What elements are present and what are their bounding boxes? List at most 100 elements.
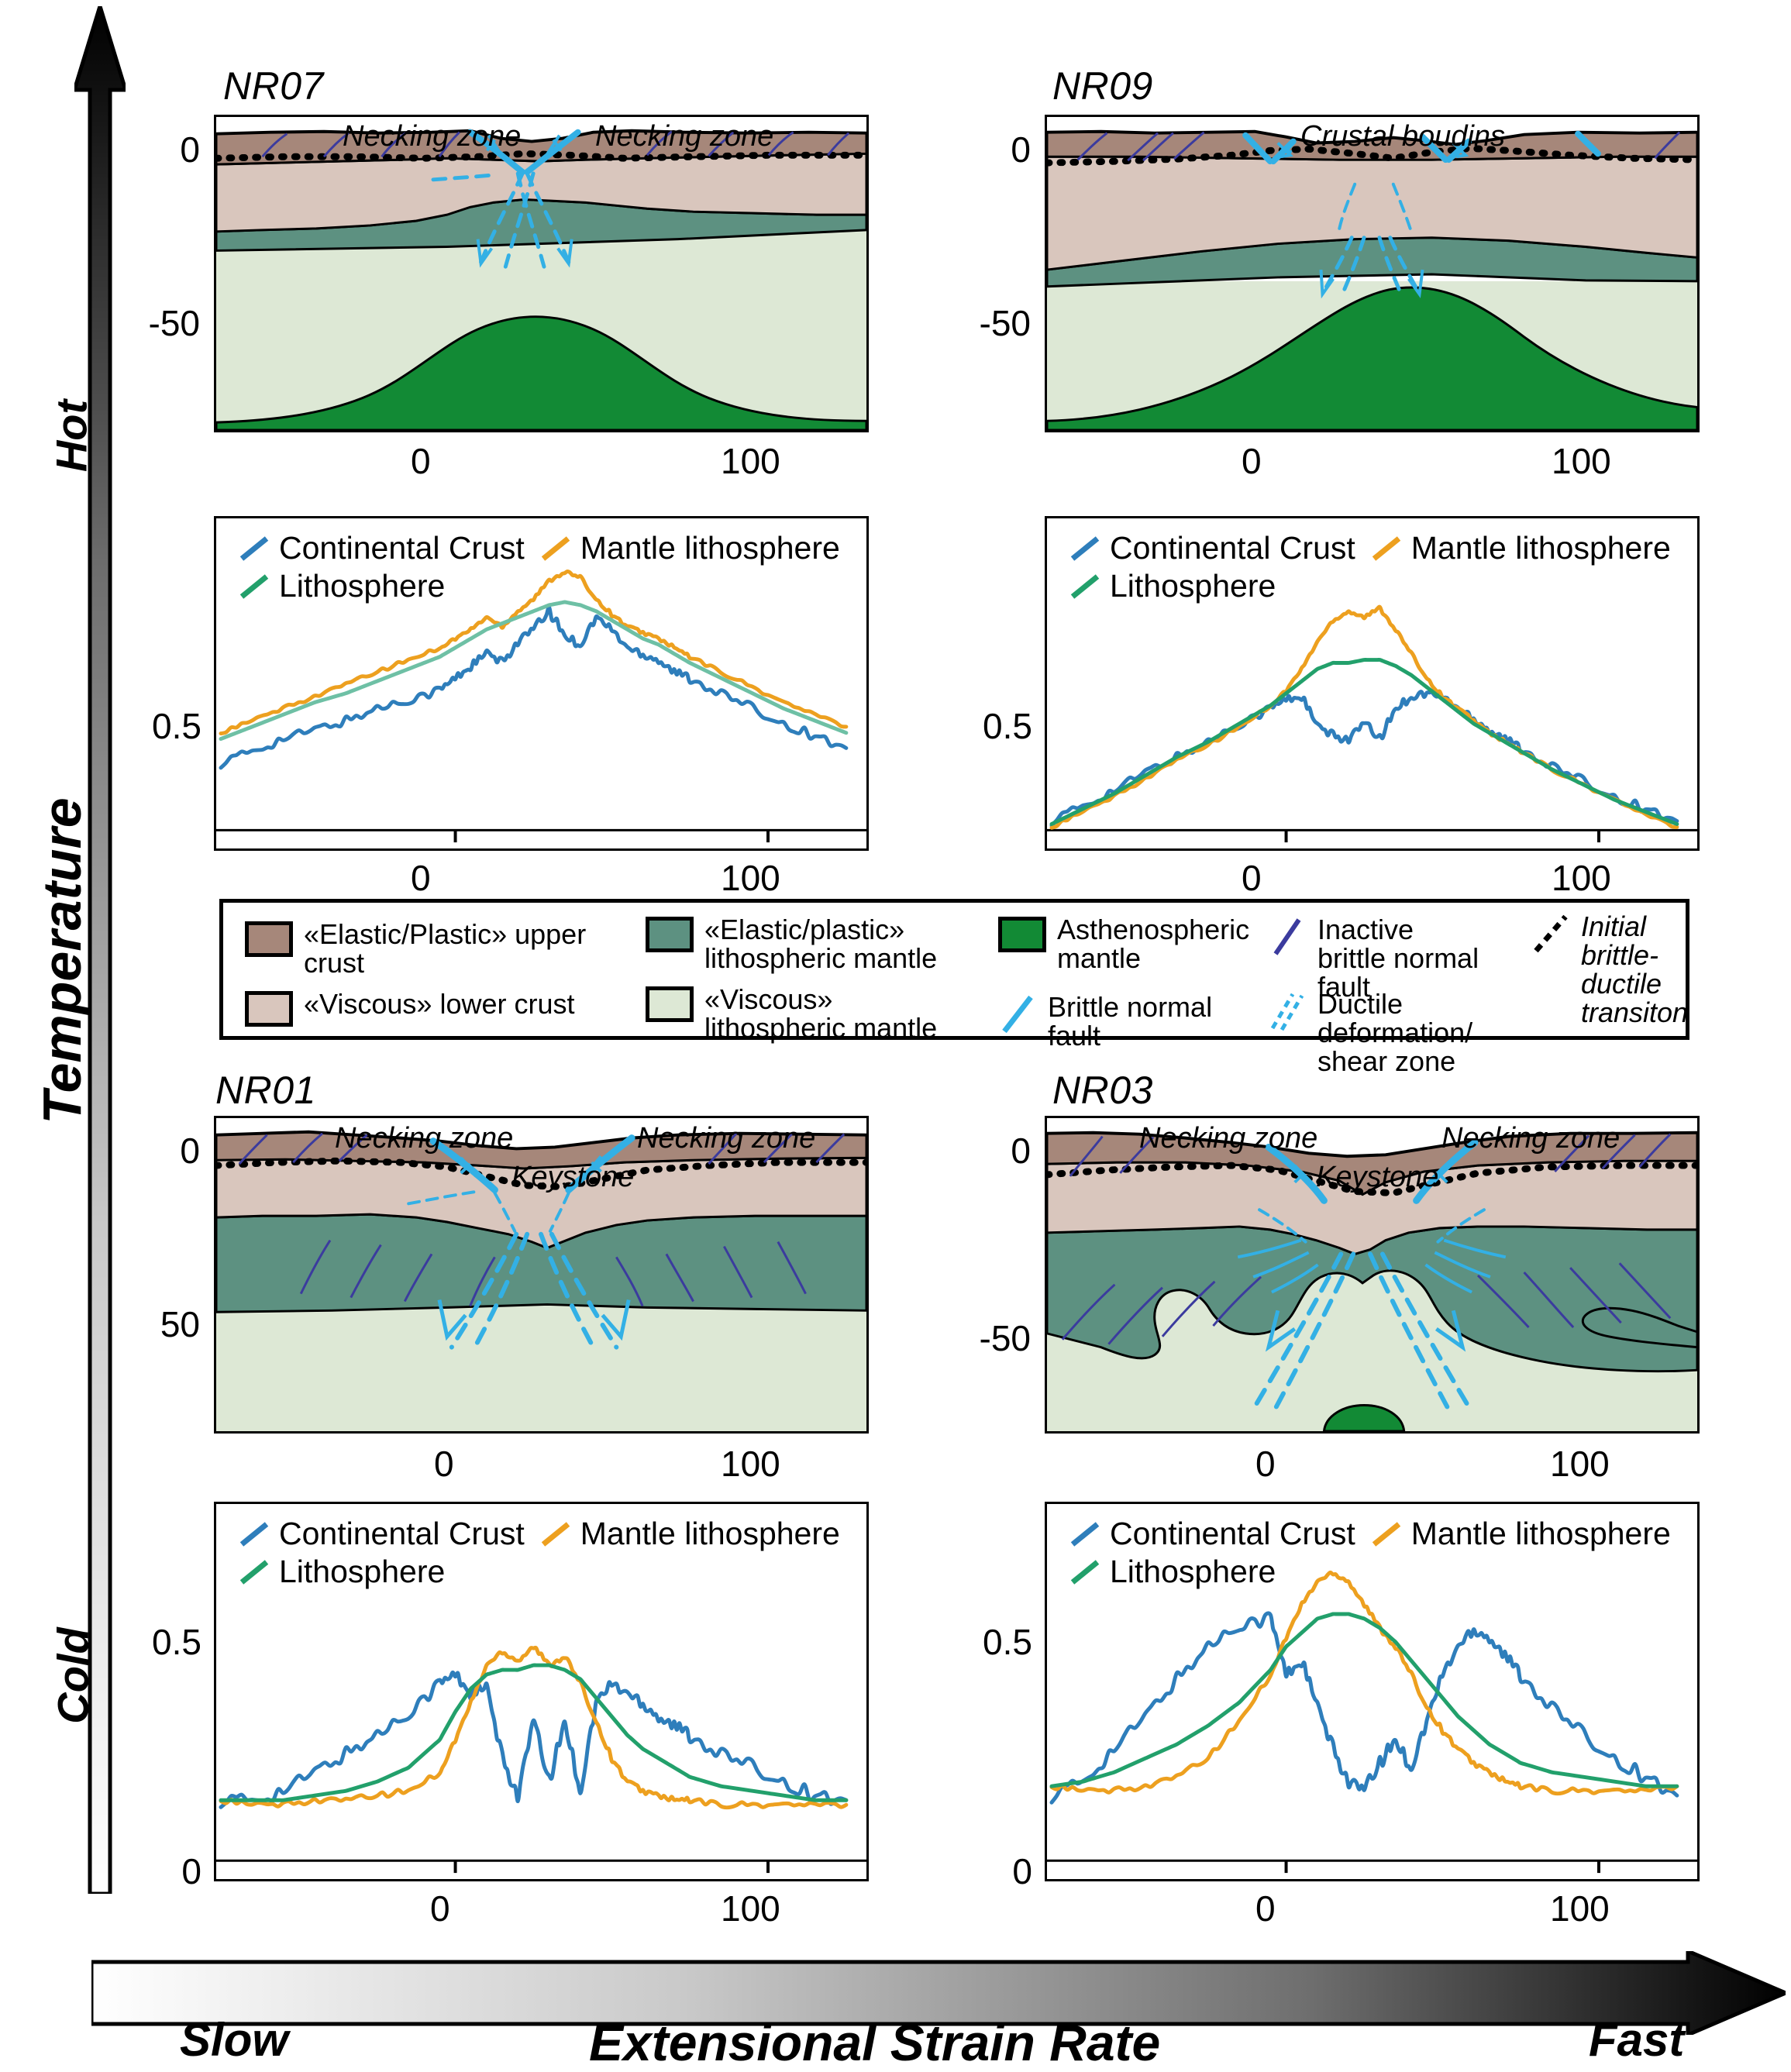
legend-label-asthenosphere: Asthenospheric mantle <box>1057 914 1250 975</box>
inactive-fault-line-icon <box>1273 918 1301 955</box>
legend-entry-mantle-lithosphere: Mantle lithosphere <box>539 1516 840 1552</box>
ytick-nr07-graph-05: 0.5 <box>152 706 201 746</box>
line-swatch-icon <box>239 535 269 561</box>
ytick-nr09-0: 0 <box>1011 129 1031 170</box>
panel-title-nr03: NR03 <box>1052 1069 1153 1112</box>
legend-label-continental-crust: Continental Crust <box>1110 1516 1355 1551</box>
legend-entry-lithosphere: Lithosphere <box>1068 1554 1355 1590</box>
legend-entry-lithosphere: Lithosphere <box>237 568 525 604</box>
legend-entry-continental-crust: Continental Crust <box>1068 530 1355 566</box>
axis-label-cold: Cold <box>48 1627 98 1724</box>
legend-label-upper-crust: «Elastic/Plastic» upper crust <box>304 918 587 979</box>
xtick-nr01-graph-100: 100 <box>721 1888 780 1929</box>
legend-item-brittle-ductile-transition: Initial brittle-ductile transiton <box>1531 912 1698 1027</box>
ytick-nr01-0: 0 <box>180 1131 200 1171</box>
xtick-nr09-graph-0: 0 <box>1242 858 1262 898</box>
series-line-mantle-lithosphere <box>1049 1570 1679 1796</box>
ductile-shear-dashed-icon <box>1270 993 1304 1031</box>
brittle-fault-line-icon <box>1002 995 1033 1034</box>
strain-graph-nr01 <box>214 1502 869 1881</box>
line-swatch-icon <box>1070 535 1100 561</box>
legend-label-lithosphere: Lithosphere <box>279 1554 446 1589</box>
legend-label-mantle-lithosphere: Mantle lithosphere <box>1410 530 1671 566</box>
xtick-nr07-0: 0 <box>411 441 431 481</box>
strain-graph-nr09 <box>1045 516 1700 851</box>
legend-label-continental-crust: Continental Crust <box>279 530 525 566</box>
ytick-nr03-graph-05: 0.5 <box>983 1622 1032 1662</box>
ytick-nr03-0: 0 <box>1011 1131 1031 1171</box>
ytick-nr09-minus50: -50 <box>979 303 1031 343</box>
line-swatch-icon <box>1070 1521 1100 1547</box>
series-line-lithosphere <box>1049 657 1679 826</box>
xtick-nr03-100: 100 <box>1550 1444 1610 1484</box>
graph-legend-nr03: Continental Crust Mantle lithosphere Lit… <box>1068 1516 1671 1590</box>
ytick-nr01-graph-0: 0 <box>181 1851 201 1891</box>
annotation-nr07-necking-zone-left: Necking zone <box>343 120 522 153</box>
temperature-axis-arrow <box>71 0 129 1896</box>
axis-label-fast: Fast <box>1589 2014 1685 2066</box>
legend-item-upper-crust: «Elastic/Plastic» upper crust <box>245 920 609 977</box>
cross-section-nr07 <box>214 115 869 432</box>
legend-item-elastic-mantle: «Elastic/plastic» lithospheric mantle <box>646 915 971 972</box>
annotation-nr03-keystone: Keystone <box>1316 1161 1439 1193</box>
graph-legend-nr07: Continental Crust Mantle lithosphere Lit… <box>237 530 840 604</box>
xtick-nr07-graph-100: 100 <box>721 858 780 898</box>
series-line-continental-crust <box>219 605 849 770</box>
annotation-nr07-necking-zone-right: Necking zone <box>595 120 774 153</box>
legend-label-ductile-shear: Ductile deformation/ shear zone <box>1317 988 1473 1078</box>
color-swatch-upper-crust <box>245 921 293 957</box>
annotation-nr03-necking-zone-left: Necking zone <box>1139 1122 1318 1155</box>
legend-entry-continental-crust: Continental Crust <box>237 1516 525 1552</box>
legend-label-continental-crust: Continental Crust <box>1110 530 1355 566</box>
panel-title-nr01: NR01 <box>215 1069 316 1112</box>
color-swatch-viscous-mantle <box>646 986 694 1022</box>
axis-label-hot: Hot <box>46 399 96 473</box>
legend-label-inactive-fault: Inactive brittle normal fault <box>1317 914 1479 1003</box>
xtick-nr09-0: 0 <box>1242 441 1262 481</box>
legend-entry-continental-crust: Continental Crust <box>237 530 525 566</box>
annotation-nr09-crustal-boudins: Crustal boudins <box>1300 120 1506 153</box>
ytick-nr09-graph-05: 0.5 <box>983 706 1032 746</box>
xtick-nr03-graph-0: 0 <box>1255 1888 1276 1929</box>
xtick-nr03-0: 0 <box>1255 1444 1276 1484</box>
line-swatch-icon <box>1372 535 1400 561</box>
line-swatch-icon <box>239 1559 269 1585</box>
cross-section-nr03 <box>1045 1116 1700 1434</box>
line-swatch-icon <box>541 1521 570 1547</box>
legend-item-lower-crust: «Viscous» lower crust <box>245 990 609 1027</box>
panel-title-nr09: NR09 <box>1052 64 1153 108</box>
panel-title-nr07: NR07 <box>223 64 324 108</box>
legend-item-brittle-normal-fault: Brittle normal fault <box>998 993 1254 1050</box>
legend-entry-mantle-lithosphere: Mantle lithosphere <box>1369 1516 1671 1552</box>
ytick-nr01-50: 50 <box>160 1304 200 1344</box>
line-swatch-icon <box>541 535 570 561</box>
legend-entry-mantle-lithosphere: Mantle lithosphere <box>539 530 840 566</box>
legend-entry-lithosphere: Lithosphere <box>237 1554 525 1590</box>
legend-label-viscous-mantle: «Viscous» lithospheric mantle <box>704 983 938 1045</box>
legend-label-mantle-lithosphere: Mantle lithosphere <box>580 1516 840 1551</box>
xtick-nr09-100: 100 <box>1552 441 1611 481</box>
axis-label-extensional-strain-rate: Extensional Strain Rate <box>589 2014 1161 2071</box>
annotation-nr01-keystone: Keystone <box>511 1161 635 1193</box>
legend-entry-lithosphere: Lithosphere <box>1068 568 1355 604</box>
cross-section-nr09 <box>1045 115 1700 432</box>
legend-label-mantle-lithosphere: Mantle lithosphere <box>1410 1516 1671 1551</box>
legend-label-lower-crust: «Viscous» lower crust <box>304 988 575 1020</box>
annotation-nr01-necking-zone-right: Necking zone <box>637 1122 816 1155</box>
xtick-nr07-100: 100 <box>721 441 780 481</box>
line-swatch-icon <box>1372 1521 1400 1547</box>
annotation-nr01-necking-zone-left: Necking zone <box>335 1122 514 1155</box>
legend-label-mantle-lithosphere: Mantle lithosphere <box>580 530 840 566</box>
ytick-nr03-minus50: -50 <box>979 1318 1031 1358</box>
series-line-lithosphere <box>219 1663 849 1802</box>
ytick-nr01-graph-05: 0.5 <box>152 1622 201 1662</box>
ytick-nr07-0: 0 <box>180 129 200 170</box>
xtick-nr07-graph-0: 0 <box>411 858 431 898</box>
series-line-mantle-lithosphere <box>219 569 849 736</box>
xtick-nr03-graph-100: 100 <box>1550 1888 1610 1929</box>
line-swatch-icon <box>239 573 269 599</box>
color-swatch-lower-crust <box>245 991 293 1027</box>
series-line-continental-crust <box>1049 1611 1679 1805</box>
legend-entry-continental-crust: Continental Crust <box>1068 1516 1355 1552</box>
